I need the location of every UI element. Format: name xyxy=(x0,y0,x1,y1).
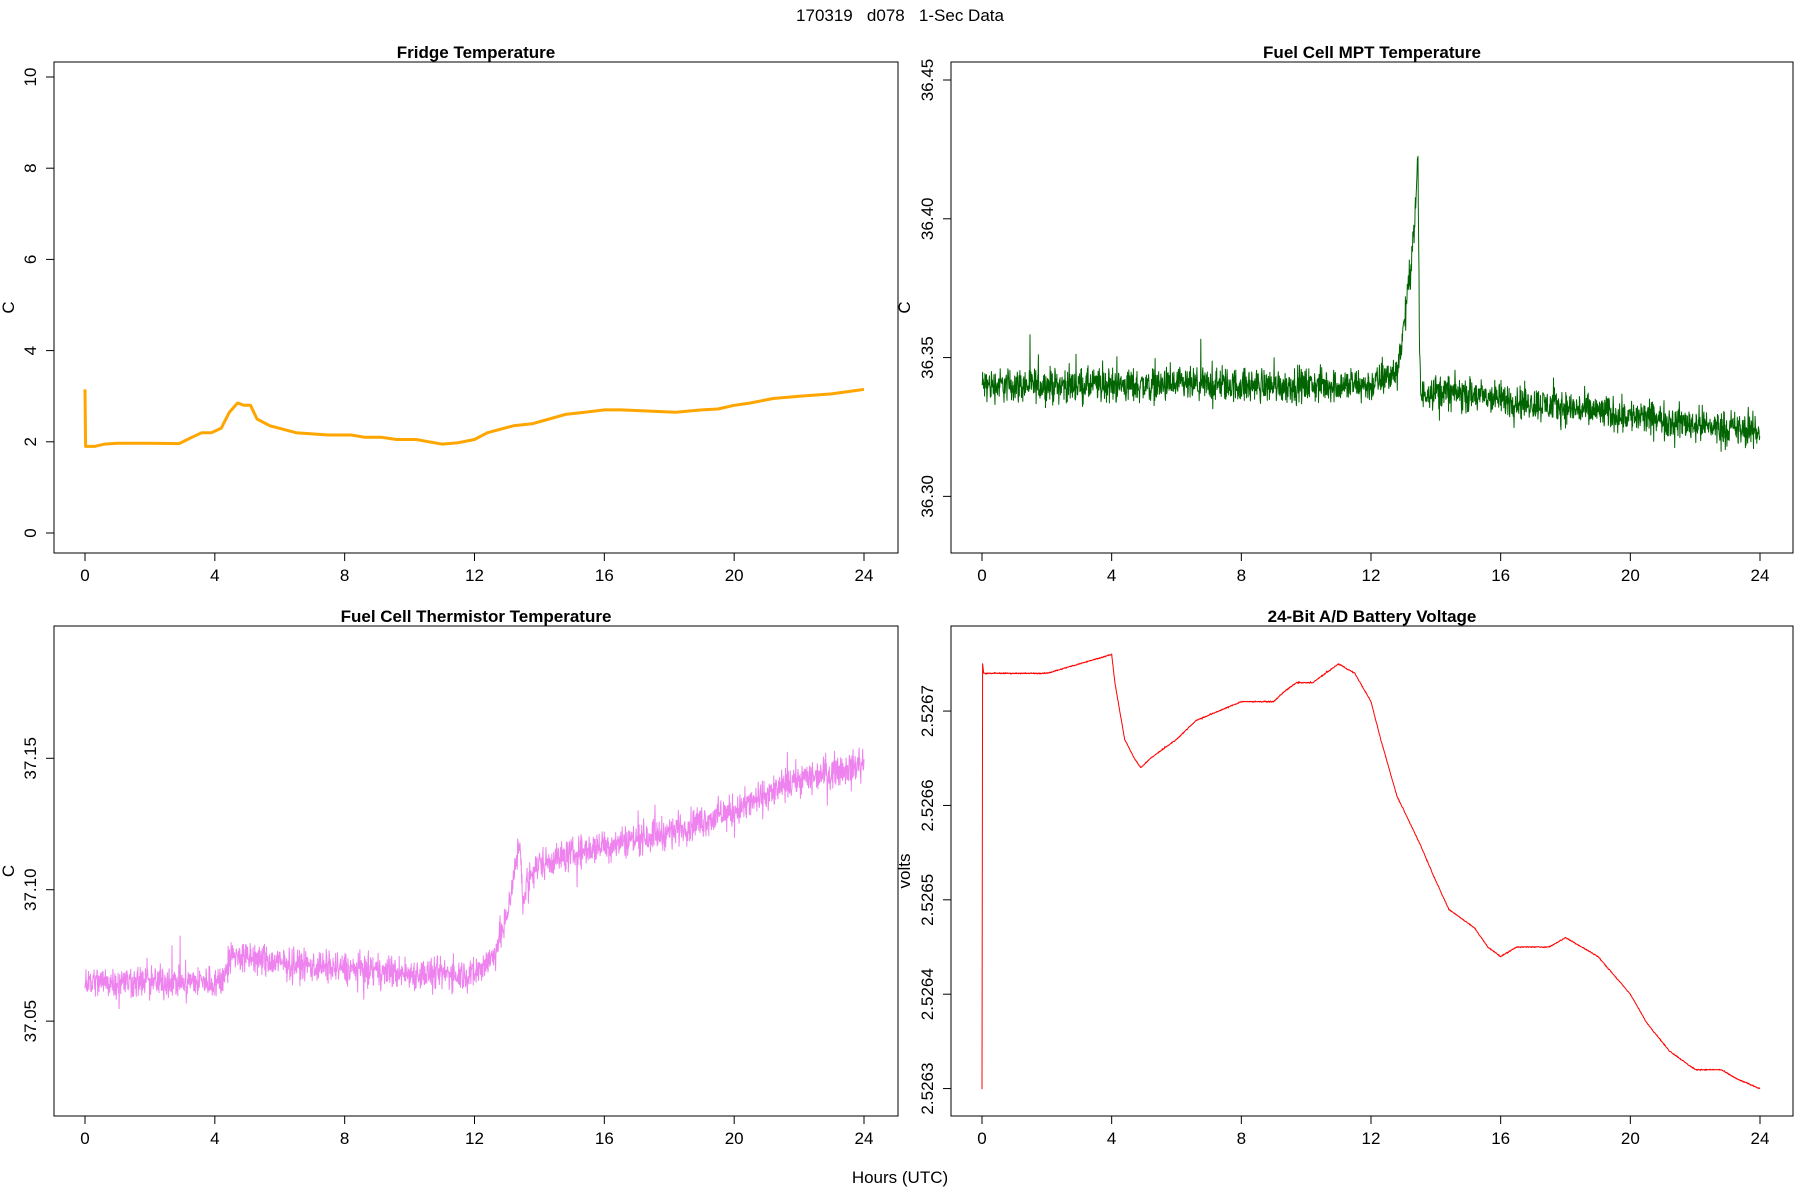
x-tick-label: 0 xyxy=(977,1129,986,1148)
y-tick-label: 4 xyxy=(21,346,40,355)
x-tick-label: 0 xyxy=(80,1129,89,1148)
series-line xyxy=(83,387,865,448)
x-tick-label: 4 xyxy=(210,566,219,585)
x-tick-label: 12 xyxy=(1362,566,1381,585)
chart-title: Fridge Temperature xyxy=(397,43,555,62)
series-line xyxy=(981,653,1761,1090)
y-tick-label: 37.15 xyxy=(21,737,40,780)
series-line xyxy=(981,155,1761,452)
x-tick-label: 4 xyxy=(1107,1129,1116,1148)
x-tick-label: 16 xyxy=(595,1129,614,1148)
x-tick-label: 8 xyxy=(340,1129,349,1148)
y-tick-label: 0 xyxy=(21,528,40,537)
y-tick-label: 36.30 xyxy=(918,475,937,518)
x-tick-label: 8 xyxy=(1237,566,1246,585)
y-tick-label: 37.10 xyxy=(21,868,40,911)
x-tick-label: 24 xyxy=(855,1129,874,1148)
x-tick-label: 16 xyxy=(1491,566,1510,585)
x-tick-label: 8 xyxy=(340,566,349,585)
x-tick-label: 12 xyxy=(1362,1129,1381,1148)
x-tick-label: 20 xyxy=(1621,1129,1640,1148)
y-axis-label: C xyxy=(895,301,914,313)
x-tick-label: 4 xyxy=(210,1129,219,1148)
y-tick-label: 36.35 xyxy=(918,336,937,379)
x-tick-label: 24 xyxy=(1751,1129,1770,1148)
x-tick-label: 24 xyxy=(855,566,874,585)
y-tick-label: 10 xyxy=(21,68,40,87)
x-tick-label: 20 xyxy=(1621,566,1640,585)
plot-frame xyxy=(53,625,899,1117)
x-tick-label: 16 xyxy=(595,566,614,585)
x-tick-label: 20 xyxy=(725,566,744,585)
y-tick-label: 2.5263 xyxy=(918,1063,937,1115)
x-tick-label: 0 xyxy=(80,566,89,585)
series-line xyxy=(84,747,865,1010)
y-tick-label: 2.5264 xyxy=(918,968,937,1020)
y-tick-label: 36.40 xyxy=(918,198,937,241)
chart-title: Fuel Cell Thermistor Temperature xyxy=(341,607,612,626)
chart-title: 24-Bit A/D Battery Voltage xyxy=(1268,607,1477,626)
chart-title: Fuel Cell MPT Temperature xyxy=(1263,43,1481,62)
y-axis-label: C xyxy=(0,865,18,877)
y-tick-label: 2.5265 xyxy=(918,874,937,926)
y-tick-label: 2 xyxy=(21,437,40,446)
y-tick-label: 8 xyxy=(21,163,40,172)
x-tick-label: 16 xyxy=(1491,1129,1510,1148)
page-title: 170319 d078 1-Sec Data xyxy=(796,6,1004,25)
y-tick-label: 37.05 xyxy=(21,1000,40,1043)
x-axis-label: Hours (UTC) xyxy=(851,1168,949,1187)
x-tick-label: 0 xyxy=(977,566,986,585)
plot-frame xyxy=(53,61,899,554)
y-axis-label: volts xyxy=(895,854,914,889)
y-tick-label: 36.45 xyxy=(918,59,937,102)
x-tick-label: 24 xyxy=(1751,566,1770,585)
x-tick-label: 4 xyxy=(1107,566,1116,585)
x-tick-label: 12 xyxy=(465,1129,484,1148)
y-axis-label: C xyxy=(0,301,18,313)
x-tick-label: 8 xyxy=(1237,1129,1246,1148)
y-tick-label: 2.5267 xyxy=(918,685,937,737)
x-tick-label: 20 xyxy=(725,1129,744,1148)
x-tick-label: 12 xyxy=(465,566,484,585)
y-tick-label: 6 xyxy=(21,255,40,264)
y-tick-label: 2.5266 xyxy=(918,779,937,831)
plot-frame xyxy=(950,625,1794,1117)
plot-frame xyxy=(950,61,1794,554)
